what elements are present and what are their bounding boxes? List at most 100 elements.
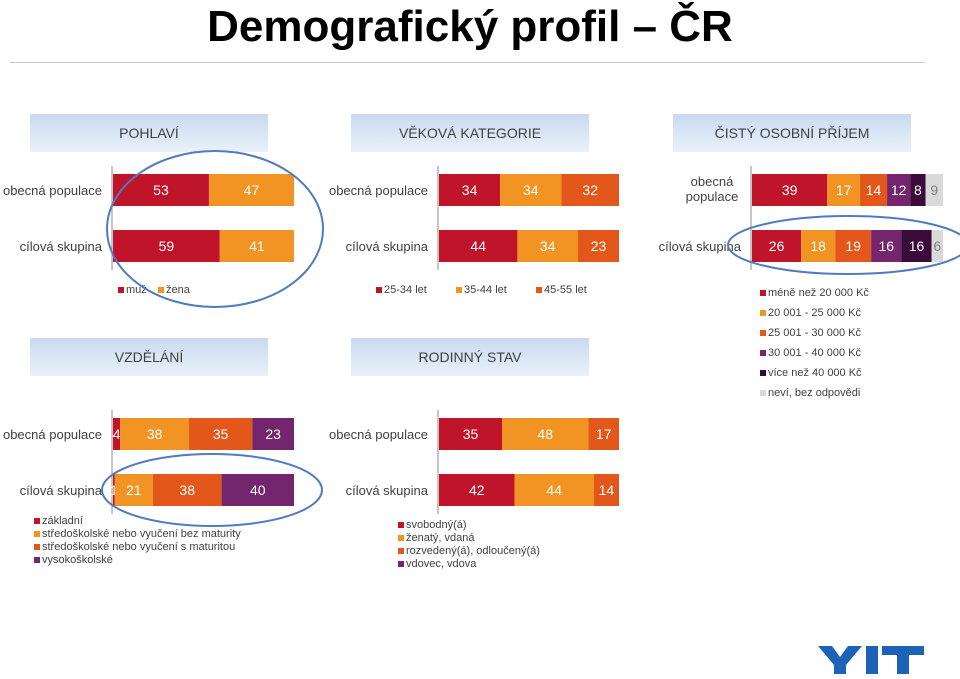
data-label: 39 xyxy=(782,182,798,198)
data-label: 48 xyxy=(537,426,553,442)
data-label: 38 xyxy=(179,482,195,498)
legend-label: vdovec, vdova xyxy=(406,558,477,570)
bar-segment xyxy=(561,174,619,206)
bar-segment xyxy=(252,418,294,450)
bar-segment xyxy=(860,174,888,206)
income-header: ČISTÝ OSOBNÍ PŘÍJEM xyxy=(673,114,911,152)
title-divider xyxy=(10,62,925,63)
legend-label: základní xyxy=(42,515,83,527)
legend-label: neví, bez odpovědi xyxy=(768,387,860,399)
bar-segment xyxy=(502,418,589,450)
legend-swatch xyxy=(760,290,766,296)
legend-swatch xyxy=(34,518,40,524)
bar-segment xyxy=(439,174,501,206)
legend-swatch xyxy=(34,557,40,563)
marital-chart: obecná populace 35 48 17 cílová skupina 42 44 1… xyxy=(329,410,619,570)
legend-label: žena xyxy=(166,284,191,296)
legend-swatch xyxy=(34,544,40,550)
data-label: 23 xyxy=(265,426,281,442)
data-label: 12 xyxy=(891,182,907,198)
legend-swatch xyxy=(398,535,404,541)
data-label: 19 xyxy=(845,238,861,254)
data-label: 44 xyxy=(546,482,562,498)
data-label: 38 xyxy=(147,426,163,442)
data-label: 17 xyxy=(596,426,612,442)
legend-label: vysokoškolské xyxy=(42,554,113,566)
age-chart: obecná populace 34 34 32 cílová skupina 44 34 2… xyxy=(329,166,619,296)
category-label: cílová skupina xyxy=(20,239,103,254)
legend-label: 45-55 let xyxy=(544,284,587,296)
data-label: 8 xyxy=(914,182,922,198)
legend-label: méně než 20 000 Kč xyxy=(768,287,869,299)
data-label: 16 xyxy=(909,238,925,254)
legend-swatch xyxy=(398,522,404,528)
legend-swatch xyxy=(760,350,766,356)
bar-segment xyxy=(439,418,502,450)
data-label: 34 xyxy=(523,182,539,198)
data-label: 18 xyxy=(810,238,826,254)
bar-segment xyxy=(113,418,121,450)
legend-swatch xyxy=(760,310,766,316)
bar-segment xyxy=(925,174,943,206)
data-label: 16 xyxy=(878,238,894,254)
category-label: obecná populace xyxy=(3,183,102,198)
data-label: 35 xyxy=(463,426,479,442)
category-label: cílová skupina xyxy=(346,239,429,254)
legend-swatch xyxy=(536,287,542,293)
data-label: 4 xyxy=(113,426,121,442)
data-label: 23 xyxy=(591,238,607,254)
bar-segment xyxy=(120,418,190,450)
category-label: cílová skupina xyxy=(20,483,103,498)
bar-segment xyxy=(439,474,515,506)
legend-label: svobodný(á) xyxy=(406,519,467,531)
yit-logo xyxy=(818,646,924,674)
category-label: cílová skupina xyxy=(659,239,742,254)
data-label: 41 xyxy=(249,238,265,254)
data-label: 53 xyxy=(153,182,169,198)
legend-swatch xyxy=(760,330,766,336)
bar-segment xyxy=(593,474,619,506)
legend-label: více než 40 000 Kč xyxy=(768,367,862,379)
data-label: 42 xyxy=(469,482,485,498)
data-label: 59 xyxy=(159,238,175,254)
bar-segment xyxy=(514,474,594,506)
bar-segment xyxy=(588,418,619,450)
legend-swatch xyxy=(760,370,766,376)
bar-segment xyxy=(439,230,518,262)
legend-swatch xyxy=(158,287,164,293)
gender-header: POHLAVÍ xyxy=(30,114,268,152)
data-label: 34 xyxy=(540,238,556,254)
bar-segment xyxy=(910,174,926,206)
data-label: 32 xyxy=(582,182,598,198)
data-label: 34 xyxy=(462,182,478,198)
bar-segment xyxy=(500,174,562,206)
legend-label: ženatý, vdaná xyxy=(406,532,475,544)
legend-label: 20 001 - 25 000 Kč xyxy=(768,307,861,319)
legend-swatch xyxy=(34,531,40,537)
bar-segment xyxy=(578,230,619,262)
legend-swatch xyxy=(376,287,382,293)
data-label: 47 xyxy=(244,182,260,198)
legend-swatch xyxy=(118,287,124,293)
marital-header: RODINNÝ STAV xyxy=(351,338,589,376)
legend-label: rozvedený(á), odloučený(á) xyxy=(406,545,540,557)
legend-label: středoškolské nebo vyučení bez maturity xyxy=(42,528,241,540)
category-label: obecná populace xyxy=(3,427,102,442)
legend-label: středoškolské nebo vyučení s maturitou xyxy=(42,541,235,553)
data-label: 35 xyxy=(213,426,229,442)
data-label: 14 xyxy=(866,182,882,198)
legend-label: muž xyxy=(126,284,147,296)
category-label: cílová skupina xyxy=(346,483,429,498)
legend-swatch xyxy=(456,287,462,293)
data-label: 14 xyxy=(599,482,615,498)
legend-label: 30 001 - 40 000 Kč xyxy=(768,347,861,359)
category-label: populace xyxy=(686,189,739,204)
category-label: obecná xyxy=(691,174,734,189)
age-header: VĚKOVÁ KATEGORIE xyxy=(351,114,589,152)
data-label: 9 xyxy=(930,182,938,198)
bar-segment xyxy=(517,230,579,262)
legend-swatch xyxy=(760,390,766,396)
bar-segment xyxy=(752,174,828,206)
